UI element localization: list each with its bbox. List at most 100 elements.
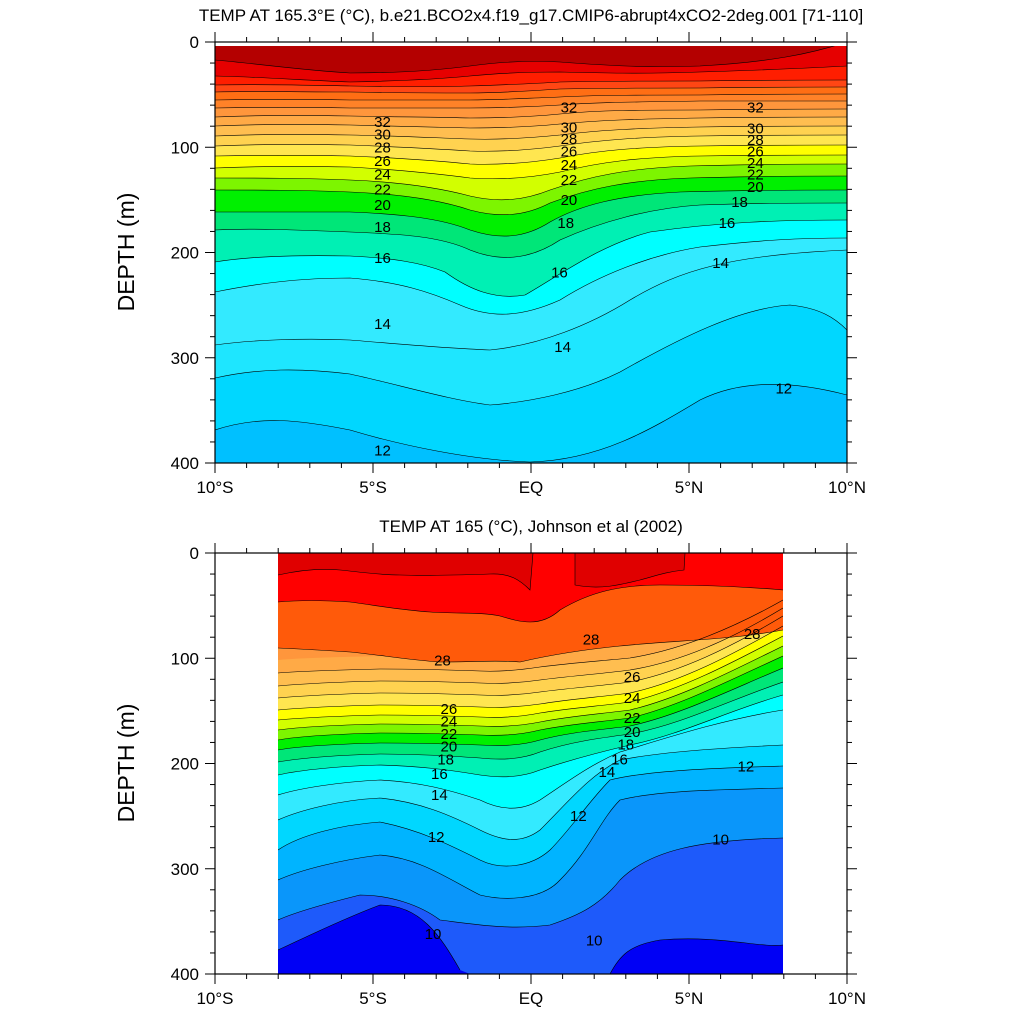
- top-isotherm-label: 28: [374, 139, 391, 156]
- bot-line-23: [278, 607, 783, 687]
- top-isotherm-label: 16: [719, 215, 736, 232]
- top-contour-lines: [215, 42, 847, 463]
- bot-line-28: [278, 584, 783, 623]
- top-contour-field: [215, 42, 847, 463]
- top-y-tick-label: 200: [171, 244, 199, 263]
- bottom-y-tick-label: 100: [171, 649, 199, 668]
- bottom-isotherm-label: 16: [611, 751, 628, 768]
- bottom-isotherm-label: 12: [738, 759, 755, 776]
- top-isotherm-label: 26: [561, 143, 578, 160]
- top-line-30: [215, 79, 847, 88]
- top-x-tick-label: 5°N: [675, 478, 704, 497]
- bottom-isotherm-label: 20: [440, 739, 457, 756]
- top-contour-labels: 3230282624222018161412323028262422201816…: [374, 99, 792, 459]
- bot-line-9: [278, 904, 783, 974]
- top-line-14: [215, 249, 847, 351]
- bottom-contour-labels: 2826242220181614121028262422201816141210…: [425, 626, 761, 949]
- top-line-15: [215, 237, 847, 315]
- top-field-mask-top: [215, 42, 847, 46]
- bot-line-22: [278, 615, 783, 699]
- bottom-isotherm-label: 20: [624, 724, 641, 741]
- top-isotherm-label: 20: [747, 179, 764, 196]
- bottom-isotherm-label: 28: [583, 631, 600, 648]
- bottom-x-tick-label: 5°N: [675, 989, 704, 1008]
- bot-line-16: [278, 681, 783, 763]
- bottom-isotherm-label: 14: [431, 787, 448, 804]
- bottom-isotherm-label: 24: [624, 690, 641, 707]
- bottom-isotherm-label: 28: [744, 626, 761, 643]
- top-line-26: [215, 108, 847, 119]
- bottom-isotherm-label: 26: [624, 669, 641, 686]
- bottom-isotherm-label: 10: [712, 831, 729, 848]
- bottom-y-tick-label: 400: [171, 965, 199, 984]
- top-isotherm-label: 24: [747, 155, 764, 172]
- top-y-tick-label: 100: [171, 138, 199, 157]
- top-isotherm-label: 28: [747, 132, 764, 149]
- top-isotherm-label: 32: [374, 114, 391, 131]
- top-isotherm-label: 14: [554, 339, 571, 356]
- bot-line-13: [278, 744, 783, 840]
- top-axes: 10°S 5°S EQ 5°N 10°N 0 100 200 300 400: [171, 32, 866, 497]
- top-isotherm-label: 26: [374, 153, 391, 170]
- top-isotherm-label: 12: [775, 380, 792, 397]
- top-line-22: [215, 144, 847, 165]
- top-isotherm-label: 18: [731, 194, 748, 211]
- bottom-y-axis-label: DEPTH (m): [113, 704, 139, 823]
- bot-line-21: [278, 625, 783, 711]
- top-chart-title: TEMP AT 165.3°E (°C), b.e21.BCO2x4.f19_g…: [199, 6, 863, 25]
- bot-line-20: [278, 635, 783, 721]
- bottom-isotherm-label: 22: [624, 710, 641, 727]
- bottom-isotherm-label: 22: [440, 726, 457, 743]
- bot-line-27: [278, 629, 783, 663]
- bottom-isotherm-label: 14: [598, 764, 615, 781]
- top-line-23: [215, 134, 847, 152]
- bot-band-30: [575, 553, 685, 588]
- bottom-isotherm-label: 12: [570, 808, 587, 825]
- top-band-32: [215, 42, 847, 73]
- bot-line-17: [278, 667, 783, 751]
- top-isotherm-label: 24: [561, 157, 578, 174]
- top-line-28: [215, 93, 847, 101]
- bot-line-12: [278, 765, 783, 867]
- bot-line-30: [574, 553, 686, 588]
- top-isotherm-label: 14: [374, 316, 391, 333]
- top-line-21: [215, 154, 847, 180]
- bottom-isotherm-label: 24: [440, 713, 457, 730]
- top-isotherm-label: 22: [747, 167, 764, 184]
- bot-line-29: [278, 553, 534, 591]
- bottom-isotherm-label: 10: [425, 926, 442, 943]
- top-isotherm-label: 16: [551, 264, 568, 281]
- top-line-32: [215, 42, 847, 74]
- bottom-x-tick-label: 5°S: [359, 989, 387, 1008]
- bot-line-24: [278, 599, 783, 674]
- top-line-25: [215, 116, 847, 129]
- top-isotherm-label: 22: [374, 181, 391, 198]
- top-isotherm-label: 24: [374, 167, 391, 184]
- top-x-tick-label: EQ: [519, 478, 544, 497]
- top-line-16: [215, 219, 847, 297]
- top-y-tick-label: 300: [171, 349, 199, 368]
- bot-line-10: [278, 837, 783, 928]
- bottom-y-tick-label: 200: [171, 755, 199, 774]
- bottom-panel: TEMP AT 165 (°C), Johnson et al (2002) D…: [113, 517, 866, 1008]
- bottom-y-tick-label: 300: [171, 860, 199, 879]
- top-x-tick-label: 5°S: [359, 478, 387, 497]
- bottom-y-tick-label: 0: [190, 544, 199, 563]
- bottom-x-tick-label: EQ: [519, 989, 544, 1008]
- top-isotherm-label: 20: [561, 192, 578, 209]
- top-line-20: [215, 163, 847, 201]
- bottom-isotherm-label: 12: [428, 829, 445, 846]
- top-line-12: [215, 384, 847, 463]
- bottom-isotherm-label: 10: [586, 932, 603, 949]
- bottom-isotherm-label: 16: [431, 766, 448, 783]
- bottom-isotherm-label: 26: [440, 701, 457, 718]
- top-line-31: [215, 65, 847, 83]
- bottom-isotherm-label: 28: [434, 652, 451, 669]
- top-y-axis-label: DEPTH (m): [113, 193, 139, 312]
- bottom-x-tick-label: 10°N: [828, 989, 866, 1008]
- top-isotherm-label: 32: [747, 99, 764, 116]
- top-isotherm-label: 12: [374, 442, 391, 459]
- top-x-tick-label: 10°S: [196, 478, 233, 497]
- top-isotherm-label: 14: [712, 255, 729, 272]
